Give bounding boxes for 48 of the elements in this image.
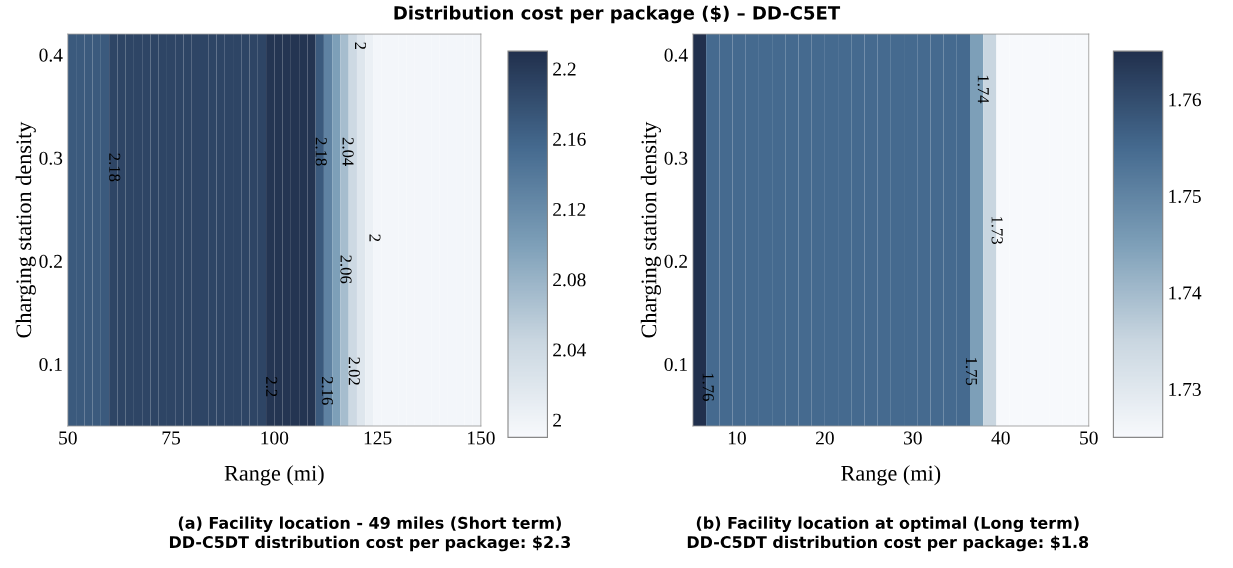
- color-bar-label: 2.2: [553, 62, 576, 76]
- y-tick-label: 0.3: [664, 151, 688, 165]
- x-tick-label: 10: [728, 431, 746, 445]
- annotation: 2.16: [321, 376, 333, 405]
- text: (a) Facility location - 49 miles (Short term) DD-C5DT distribution cost per package: $2.3: [169, 516, 571, 552]
- color-bar-label: 2: [553, 413, 561, 427]
- color-bar-label: 1.75: [1169, 189, 1201, 203]
- color-bar-label: 2.04: [553, 343, 587, 357]
- annotation: 2: [355, 42, 367, 50]
- y-tick-label: 0.1: [39, 357, 62, 372]
- x-tick-label: 100: [261, 431, 289, 445]
- x-tick-label: 30: [904, 431, 922, 445]
- y-tick-label: 0.2: [664, 254, 688, 268]
- y-tick-label: 0.2: [39, 254, 62, 268]
- x-axis-title: Range (mi): [224, 465, 324, 486]
- x-tick-label: 75: [162, 431, 181, 445]
- annotation: 2: [369, 234, 381, 242]
- annotation: 1.74: [977, 75, 989, 104]
- annotation: 2.02: [348, 357, 360, 385]
- x-tick-label: 50: [59, 431, 77, 445]
- y-tick-label: 0.1: [664, 357, 687, 372]
- annotation: 1.73: [991, 216, 1003, 244]
- color-bar-label: 2.08: [553, 273, 586, 287]
- annotation: 2.18: [315, 137, 327, 166]
- color-bar-label: 1.74: [1169, 286, 1202, 300]
- x-axis-title: Range (mi): [841, 465, 941, 486]
- annotation: 2.06: [340, 255, 352, 284]
- annotation: 2.04: [342, 137, 354, 166]
- color-bar-label: 2.16: [553, 132, 586, 146]
- y-axis-title: Charging station density: [15, 121, 36, 338]
- y-tick-label: 0.4: [39, 48, 63, 62]
- y-axis-title: Charging station density: [640, 121, 661, 338]
- text: (b) Facility location at optimal (Long term) DD-C5DT distribution cost per package: $1.8: [687, 516, 1089, 552]
- color-bar-label: 1.76: [1169, 93, 1202, 107]
- text: Distribution cost per package ($) – DD-C5ET: [394, 5, 841, 24]
- annotation: 2.2: [265, 377, 278, 397]
- x-tick-label: 150: [468, 431, 495, 445]
- x-tick-label: 125: [364, 431, 392, 445]
- annotation: 1.75: [965, 358, 977, 386]
- color-bar-label: 1.73: [1169, 382, 1201, 397]
- color-bar-label: 2.12: [553, 203, 586, 217]
- annotation: 1.76: [702, 373, 714, 401]
- y-tick-label: 0.4: [664, 48, 688, 62]
- y-tick-label: 0.3: [39, 151, 63, 165]
- x-tick-label: 50: [1080, 431, 1098, 445]
- x-tick-label: 20: [816, 431, 834, 445]
- x-tick-label: 40: [991, 431, 1010, 445]
- annotation: 2.18: [109, 153, 121, 182]
